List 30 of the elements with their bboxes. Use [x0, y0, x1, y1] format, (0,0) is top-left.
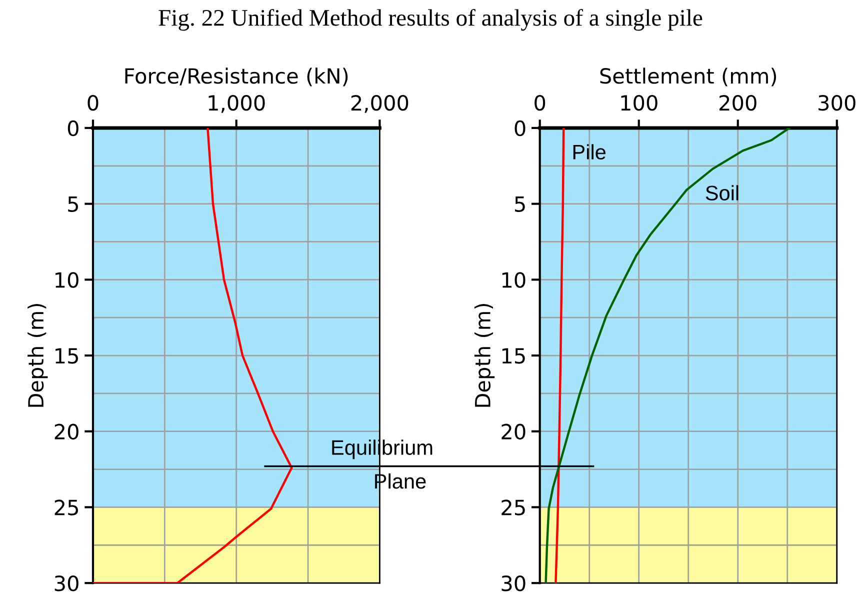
- x-tick-label: 0: [88, 94, 98, 111]
- series-label: Soil: [706, 185, 738, 200]
- x-tick-label: 100: [621, 94, 658, 111]
- y-tick-label: 20: [502, 424, 526, 440]
- y-tick-label: 0: [514, 120, 526, 136]
- y-tick-label: 25: [54, 500, 78, 516]
- y-tick-label: 10: [56, 272, 78, 288]
- y-tick-label: 15: [502, 348, 525, 364]
- y-tick-label: 20: [54, 424, 78, 440]
- y-tick-label: 15: [56, 348, 78, 364]
- y-axis-title: Depth (m): [28, 304, 48, 407]
- y-tick-label: 10: [502, 272, 526, 288]
- text: Fig. 22 Unified Method results of analysis of a single pile: [158, 8, 702, 31]
- x-axis-title: Force/Resistance (kN): [125, 68, 348, 86]
- y-tick-label: 30: [502, 576, 526, 592]
- y-tick-label: 0: [68, 120, 78, 136]
- series-label: Pile: [573, 144, 606, 160]
- y-axis-title: Depth (m): [474, 304, 495, 407]
- x-tick-label: 2,000: [351, 94, 408, 113]
- y-tick-label: 25: [502, 500, 525, 516]
- x-tick-label: 1,000: [208, 94, 265, 113]
- line-series: [554, 128, 565, 584]
- y-tick-label: 5: [68, 196, 78, 212]
- y-tick-label: 5: [515, 196, 525, 212]
- x-tick-label: 0: [534, 94, 546, 111]
- y-tick-label: 30: [54, 576, 78, 592]
- line-series: [544, 128, 790, 584]
- x-axis-title: Settlement (mm): [600, 68, 776, 86]
- x-tick-label: 300: [818, 94, 856, 111]
- x-tick-label: 200: [720, 94, 756, 111]
